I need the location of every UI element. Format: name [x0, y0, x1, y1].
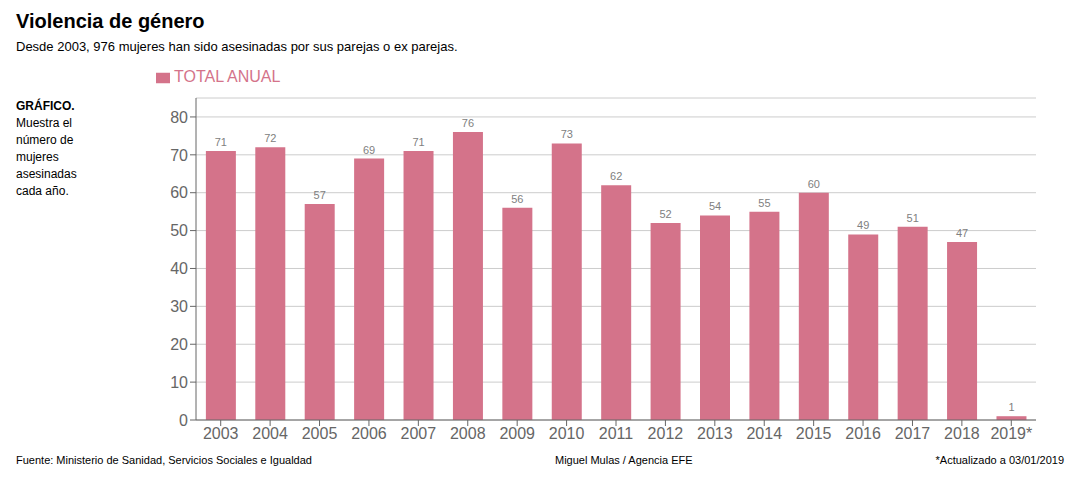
svg-text:2017: 2017	[895, 425, 931, 442]
svg-text:2015: 2015	[796, 425, 832, 442]
html-text:cada año.: cada año.	[16, 184, 69, 198]
html-text:Violencia de género: Violencia de género	[16, 10, 205, 32]
svg-text:72: 72	[264, 132, 276, 144]
html-text:Muestra el: Muestra el	[16, 116, 72, 130]
html-text:Desde 2003, 976 mujeres han si: Desde 2003, 976 mujeres han sido asesina…	[16, 39, 458, 54]
svg-text:71: 71	[412, 136, 424, 148]
svg-text:80: 80	[170, 109, 188, 126]
svg-text:2012: 2012	[648, 425, 684, 442]
svg-text:2014: 2014	[746, 425, 782, 442]
svg-text:2007: 2007	[401, 425, 437, 442]
svg-text:2009: 2009	[499, 425, 535, 442]
svg-text:51: 51	[907, 212, 919, 224]
svg-text:20: 20	[170, 336, 188, 353]
html-text:asesinadas: asesinadas	[16, 167, 77, 181]
svg-text:56: 56	[511, 193, 523, 205]
svg-text:2008: 2008	[450, 425, 486, 442]
html-text:TOTAL ANUAL: TOTAL ANUAL	[174, 68, 281, 85]
svg-text:57: 57	[314, 189, 326, 201]
svg-text:76: 76	[462, 117, 474, 129]
svg-text:40: 40	[170, 260, 188, 277]
svg-text:0: 0	[179, 412, 188, 429]
svg-text:2003: 2003	[203, 425, 239, 442]
html-text:Fuente: Ministerio de Sanidad,: Fuente: Ministerio de Sanidad, Servicios…	[16, 454, 312, 466]
svg-text:62: 62	[610, 170, 622, 182]
svg-text:60: 60	[170, 184, 188, 201]
html-text:Miguel Mulas / Agencia EFE: Miguel Mulas / Agencia EFE	[555, 454, 693, 466]
svg-text:69: 69	[363, 144, 375, 156]
svg-text:47: 47	[956, 227, 968, 239]
html-text:mujeres: mujeres	[16, 150, 59, 164]
svg-text:2013: 2013	[697, 425, 733, 442]
html-text:*Actualizado a 03/01/2019: *Actualizado a 03/01/2019	[935, 454, 1064, 466]
svg-text:52: 52	[659, 208, 671, 220]
svg-text:2005: 2005	[302, 425, 338, 442]
svg-text:2004: 2004	[252, 425, 288, 442]
svg-text:2006: 2006	[351, 425, 387, 442]
svg-text:1: 1	[1008, 401, 1014, 413]
svg-text:49: 49	[857, 219, 869, 231]
svg-text:60: 60	[808, 178, 820, 190]
svg-text:73: 73	[561, 128, 573, 140]
svg-text:70: 70	[170, 147, 188, 164]
html-text:GRÁFICO.: GRÁFICO.	[16, 99, 75, 113]
svg-text:2010: 2010	[549, 425, 585, 442]
svg-text:50: 50	[170, 222, 188, 239]
svg-text:2019*: 2019*	[990, 425, 1032, 442]
svg-text:2016: 2016	[845, 425, 881, 442]
svg-text:54: 54	[709, 200, 721, 212]
html-text:número de: número de	[16, 133, 74, 147]
svg-text:2011: 2011	[599, 425, 634, 442]
svg-text:30: 30	[170, 298, 188, 315]
svg-text:55: 55	[758, 197, 770, 209]
svg-text:10: 10	[170, 374, 188, 391]
svg-text:71: 71	[215, 136, 227, 148]
svg-text:2018: 2018	[944, 425, 980, 442]
